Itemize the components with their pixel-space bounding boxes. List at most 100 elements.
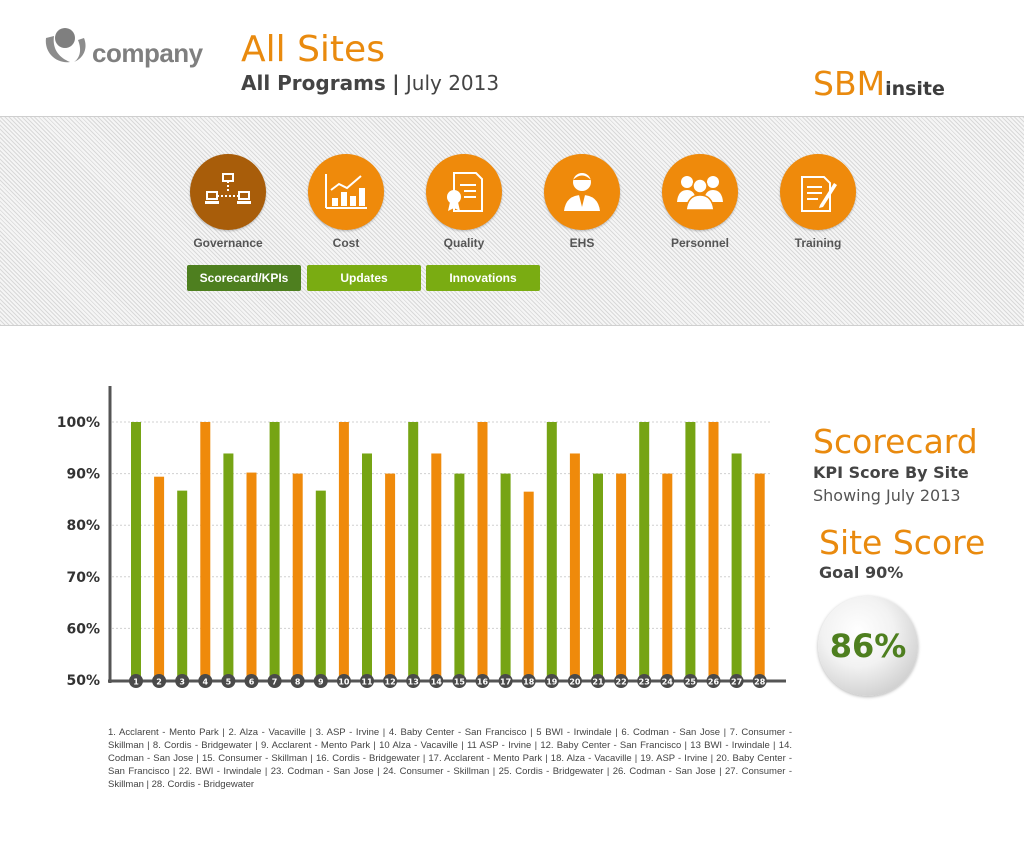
x-tick-label: 10 — [338, 678, 350, 687]
site-score-title: Site Score — [819, 523, 986, 562]
x-tick-label: 3 — [179, 678, 185, 687]
chart-bar[interactable] — [639, 422, 650, 680]
x-tick-label: 12 — [385, 678, 396, 687]
chart-bar[interactable] — [246, 472, 257, 680]
x-tick-marker — [637, 674, 652, 688]
x-tick-label: 8 — [295, 678, 301, 687]
brand-logo: SBMinsite — [813, 64, 945, 103]
nav-item-training[interactable]: Training — [778, 154, 858, 250]
chart-bar[interactable] — [385, 473, 396, 680]
brand-suffix: insite — [885, 78, 945, 100]
company-logo[interactable] — [40, 24, 210, 74]
nav-label-training: Training — [794, 236, 842, 250]
x-tick-marker — [360, 674, 374, 688]
x-tick-label: 9 — [318, 678, 324, 687]
y-tick-label: 70% — [66, 570, 100, 586]
chart-bar[interactable] — [500, 473, 511, 680]
x-tick-marker — [752, 674, 767, 688]
x-tick-label: 15 — [454, 678, 466, 687]
x-tick-marker — [221, 674, 236, 688]
chart-bar[interactable] — [454, 473, 465, 680]
x-tick-marker — [729, 674, 744, 688]
chart-bar[interactable] — [662, 473, 673, 680]
x-tick-label: 20 — [569, 678, 581, 687]
x-tick-label: 22 — [616, 678, 627, 687]
nav-label-ehs: EHS — [569, 236, 595, 250]
chart-bar[interactable] — [315, 490, 326, 680]
site-legend: 1. Acclarent - Mento Park | 2. Alza - Va… — [108, 727, 792, 790]
chart-bar[interactable] — [754, 473, 765, 680]
x-tick-label: 19 — [546, 678, 558, 687]
chart-bar[interactable] — [223, 453, 234, 680]
x-tick-label: 2 — [156, 678, 162, 687]
chart-bar[interactable] — [523, 491, 534, 680]
x-tick-label: 17 — [500, 678, 511, 687]
chart-bar[interactable] — [477, 422, 488, 680]
site-score-value: 86% — [829, 627, 907, 665]
nav-circle-governance — [190, 154, 266, 230]
chart-bar[interactable] — [292, 473, 303, 680]
chart-bar[interactable] — [408, 422, 419, 680]
nav-item-governance[interactable]: Governance — [188, 154, 268, 250]
tab-updates[interactable]: Updates — [307, 265, 421, 291]
tab-innovations[interactable]: Innovations — [426, 265, 540, 291]
chart-bar[interactable] — [431, 453, 442, 680]
nav-item-cost[interactable]: Cost — [306, 154, 386, 250]
period-label: July 2013 — [405, 71, 500, 95]
x-tick-label: 16 — [477, 678, 489, 687]
chart-bar[interactable] — [362, 453, 372, 680]
x-tick-marker — [129, 674, 143, 688]
scorecard-title: Scorecard — [813, 422, 978, 461]
y-tick-label: 50% — [66, 673, 100, 689]
x-tick-marker — [452, 674, 467, 688]
chart-bar[interactable] — [685, 422, 696, 680]
x-tick-label: 7 — [272, 678, 278, 687]
subtitle-separator: | — [392, 71, 400, 95]
nav-item-personnel[interactable]: Personnel — [660, 154, 740, 250]
x-tick-marker — [614, 674, 629, 688]
nav-label-quality: Quality — [443, 236, 485, 250]
chart-bar[interactable] — [546, 422, 557, 680]
chart-bar[interactable] — [338, 422, 349, 680]
chart-bar[interactable] — [154, 476, 165, 680]
x-tick-label: 21 — [592, 678, 604, 687]
chart-bar[interactable] — [269, 422, 280, 680]
nav-item-quality[interactable]: Quality — [424, 154, 504, 250]
chart-bar[interactable] — [616, 473, 627, 680]
x-tick-marker — [313, 674, 328, 688]
nav-circle-training — [780, 154, 856, 230]
tab-scorecard-kpis[interactable]: Scorecard/KPIs — [187, 265, 301, 291]
x-tick-marker — [336, 674, 351, 688]
logo-text: company — [92, 38, 203, 68]
x-tick-marker — [567, 674, 582, 688]
chart-bar[interactable] — [177, 490, 188, 680]
x-tick-marker — [406, 674, 421, 688]
y-tick-label: 60% — [66, 621, 100, 637]
chart-bar[interactable] — [569, 453, 580, 680]
x-tick-marker — [498, 674, 513, 688]
certificate-icon — [447, 172, 483, 212]
x-tick-marker — [591, 674, 605, 688]
x-tick-label: 14 — [431, 678, 443, 687]
chart-bar[interactable] — [708, 422, 719, 680]
nav-circle-personnel — [662, 154, 738, 230]
chart-bar[interactable] — [131, 422, 141, 680]
chart-bar[interactable] — [200, 422, 211, 680]
x-tick-label: 25 — [685, 678, 697, 687]
x-tick-label: 1 — [133, 678, 139, 687]
notes-icon — [801, 176, 837, 212]
x-tick-marker — [198, 674, 213, 688]
x-tick-label: 5 — [226, 678, 232, 687]
kpi-score-chart: 50%60%70%80%90%100% 1 2 3 4 5 6 7 8 9 10 11 12 13 14 1… — [57, 386, 786, 689]
x-tick-marker — [521, 674, 536, 688]
site-score-badge: 86% — [818, 596, 918, 696]
x-tick-label: 26 — [708, 678, 720, 687]
nav-item-ehs[interactable]: EHS — [542, 154, 622, 250]
chart-bar[interactable] — [593, 473, 603, 680]
brand-name: SBM — [813, 64, 886, 103]
nav-label-personnel: Personnel — [670, 236, 730, 250]
chart-bar[interactable] — [731, 453, 742, 680]
x-tick-marker — [152, 674, 167, 688]
x-tick-label: 13 — [408, 678, 419, 687]
x-tick-label: 18 — [523, 678, 535, 687]
